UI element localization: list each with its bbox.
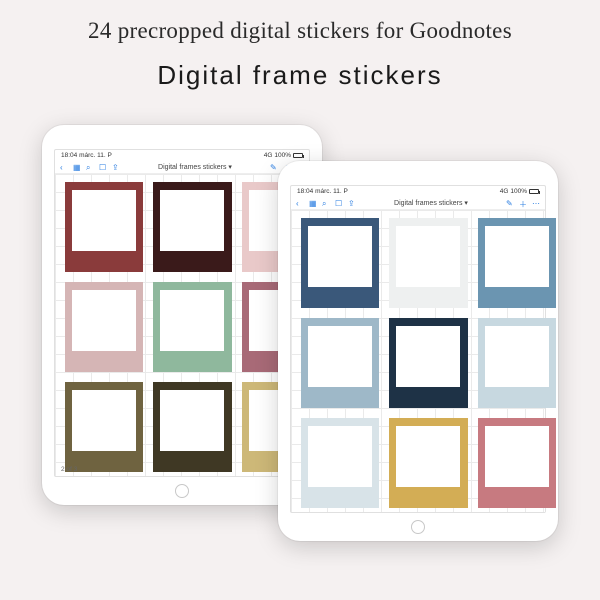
toolbar-left: ‹ ▦ ⌕ ☐ ⇪	[296, 199, 356, 207]
share-icon[interactable]: ⇪	[112, 163, 120, 171]
edit-icon[interactable]: ✎	[270, 163, 278, 171]
add-icon[interactable]: ＋	[519, 199, 527, 207]
screen-right: 18:04 márc. 11. P 4G 100% ‹ ▦ ⌕ ☐ ⇪ Digi…	[290, 185, 546, 513]
page-heading: 24 precropped digital stickers for Goodn…	[0, 0, 600, 44]
page-area-right	[291, 210, 545, 512]
home-button[interactable]	[411, 520, 425, 534]
status-right: 4G 100%	[500, 188, 539, 195]
tablet-mockups: 18:04 márc. 11. P 4G 100% ‹ ▦ ⌕ ☐ ⇪ Digi…	[0, 103, 600, 573]
frame-sticker	[65, 182, 143, 272]
frame-sticker	[389, 218, 467, 308]
screen-left: 18:04 márc. 11. P 4G 100% ‹ ▦ ⌕ ☐ ⇪ Digi…	[54, 149, 310, 477]
frame-sticker	[478, 418, 556, 508]
doc-title[interactable]: Digital frames stickers ▾	[158, 163, 232, 171]
more-icon[interactable]: ⋯	[532, 199, 540, 207]
bookmark-icon[interactable]: ☐	[99, 163, 107, 171]
search-icon[interactable]: ⌕	[322, 199, 330, 207]
frame-sticker	[65, 282, 143, 372]
frame-sticker	[153, 282, 231, 372]
frame-sticker	[389, 418, 467, 508]
frame-sticker	[153, 182, 231, 272]
toolbar-left: ‹ ▦ ⌕ ☐ ⇪	[60, 163, 120, 171]
network-label: 4G	[500, 188, 509, 195]
battery-icon	[529, 189, 539, 194]
grid-icon[interactable]: ▦	[73, 163, 81, 171]
tablet-right: 18:04 márc. 11. P 4G 100% ‹ ▦ ⌕ ☐ ⇪ Digi…	[278, 161, 558, 541]
status-bar: 18:04 márc. 11. P 4G 100%	[291, 186, 545, 196]
frame-sticker	[478, 318, 556, 408]
edit-icon[interactable]: ✎	[506, 199, 514, 207]
status-right: 4G 100%	[264, 152, 303, 159]
frame-sticker	[301, 218, 379, 308]
frames-grid-left	[65, 182, 299, 472]
page-indicator: 2 of 3	[61, 466, 77, 473]
grid-icon[interactable]: ▦	[309, 199, 317, 207]
status-bar: 18:04 márc. 11. P 4G 100%	[55, 150, 309, 160]
frame-sticker	[153, 382, 231, 472]
back-icon[interactable]: ‹	[296, 199, 304, 207]
battery-label: 100%	[510, 188, 527, 195]
toolbar-right: ✎ ＋ ⋯	[506, 199, 540, 207]
status-time: 18:04 márc. 11. P	[61, 152, 112, 159]
share-icon[interactable]: ⇪	[348, 199, 356, 207]
app-toolbar: ‹ ▦ ⌕ ☐ ⇪ Digital frames stickers ▾ ✎ ＋ …	[291, 196, 545, 210]
status-time: 18:04 márc. 11. P	[297, 188, 348, 195]
frame-sticker	[301, 318, 379, 408]
home-button[interactable]	[175, 484, 189, 498]
frames-grid-right	[301, 218, 535, 508]
frame-sticker	[389, 318, 467, 408]
page-subheading: Digital frame stickers	[0, 60, 600, 91]
page-area-left: 2 of 3	[55, 174, 309, 476]
battery-label: 100%	[274, 152, 291, 159]
network-label: 4G	[264, 152, 273, 159]
frame-sticker	[478, 218, 556, 308]
frame-sticker	[301, 418, 379, 508]
back-icon[interactable]: ‹	[60, 163, 68, 171]
app-toolbar: ‹ ▦ ⌕ ☐ ⇪ Digital frames stickers ▾ ✎ ＋ …	[55, 160, 309, 174]
search-icon[interactable]: ⌕	[86, 163, 94, 171]
doc-title[interactable]: Digital frames stickers ▾	[394, 199, 468, 207]
bookmark-icon[interactable]: ☐	[335, 199, 343, 207]
frame-sticker	[65, 382, 143, 472]
battery-icon	[293, 153, 303, 158]
